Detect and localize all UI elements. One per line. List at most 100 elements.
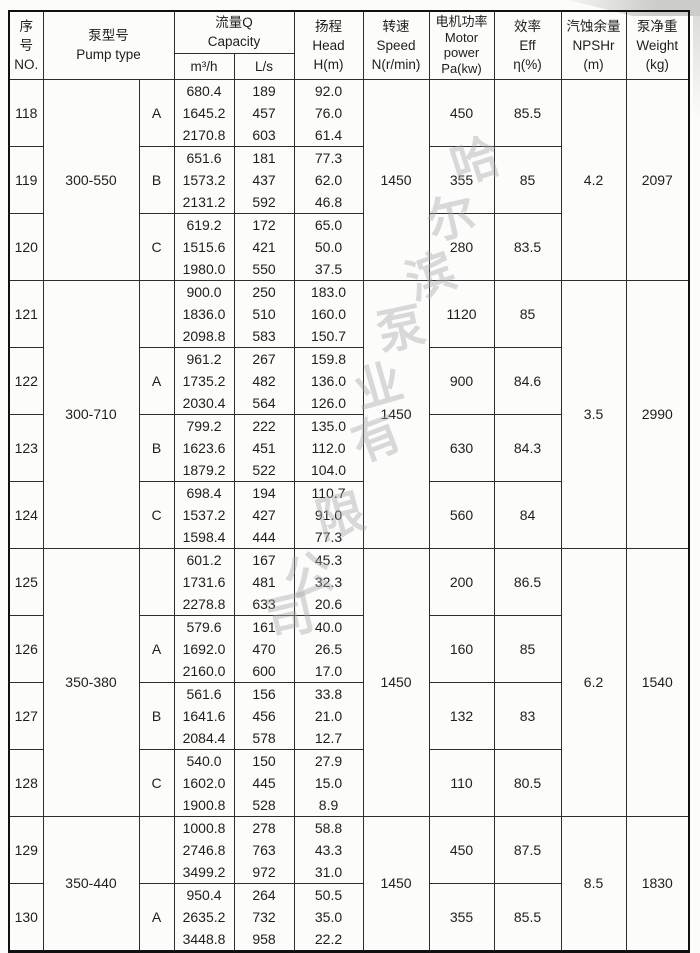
head-cell: 135.0	[293, 414, 364, 437]
capacity-ls-cell: 603	[233, 123, 295, 147]
capacity-m3h-cell: 961.2	[173, 347, 235, 370]
header-line: 序	[19, 18, 34, 34]
header-line: NO.	[14, 56, 39, 72]
table-row: 124 C 698.4 194 110.7 560 84	[8, 480, 689, 549]
impeller-letter-cell: C	[138, 212, 175, 281]
eff-cell: 85	[493, 279, 562, 348]
head-cell: 17.0	[293, 659, 364, 683]
capacity-ls-cell: 161	[233, 615, 295, 638]
speed-cell: 1450	[362, 78, 430, 281]
capacity-ls-cell: 167	[233, 548, 295, 571]
capacity-ls-cell: 278	[233, 816, 295, 839]
capacity-m3h-cell: 680.4	[173, 79, 235, 102]
power-cell: 900	[428, 346, 495, 415]
power-cell: 200	[428, 547, 495, 616]
impeller-letter-cell: A	[138, 882, 175, 952]
table-row: 1645.2 457 76.0	[9, 101, 689, 124]
header-line: Eff	[519, 37, 536, 53]
capacity-ls-cell: 633	[233, 592, 295, 616]
table-row: 1735.2 482 136.0	[9, 369, 689, 392]
capacity-m3h-cell: 1602.0	[173, 771, 235, 794]
power-cell: 280	[428, 212, 495, 281]
npshr-cell: 6.2	[560, 547, 627, 817]
capacity-m3h-cell: 1623.6	[173, 436, 235, 459]
head-cell: 58.8	[293, 816, 364, 839]
header-line: Pa(kw)	[441, 60, 482, 76]
table-row: 2131.2 592 46.8	[9, 190, 689, 214]
eff-cell: 87.5	[493, 815, 562, 884]
table-row: 128 C 540.0 150 27.9 110 80.5	[8, 748, 689, 817]
capacity-ls-cell: 732	[233, 905, 295, 928]
no-cell: 129	[8, 815, 44, 884]
header-eff: 效率 Eff η(%)	[493, 10, 562, 80]
table-row: 1980.0 550 37.5	[9, 257, 689, 281]
header-head: 扬程 Head H(m)	[293, 10, 364, 80]
header-unit-m3h: m³/h	[173, 52, 235, 80]
header-line: (kg)	[645, 56, 669, 72]
eff-cell: 84.3	[493, 413, 562, 482]
table-row: 3499.2 972 31.0	[9, 860, 689, 884]
impeller-letter-cell: B	[138, 145, 175, 214]
capacity-ls-cell: 600	[233, 659, 295, 683]
pump-spec-table: 序 号 NO. 泵型号 Pump type 流量Q Capacity 扬程 He…	[8, 10, 691, 953]
capacity-m3h-cell: 601.2	[173, 548, 235, 571]
head-cell: 40.0	[293, 615, 364, 638]
table-row: 1641.6 456 21.0	[9, 704, 689, 727]
impeller-letter-cell: B	[138, 413, 175, 482]
capacity-ls-cell: 267	[233, 347, 295, 370]
header-line: 效率	[514, 18, 542, 34]
table-row: 120 C 619.2 172 65.0 280 83.5	[8, 212, 689, 281]
capacity-m3h-cell: 2160.0	[173, 659, 235, 683]
capacity-ls-cell: 470	[233, 637, 295, 660]
eff-cell: 85	[493, 614, 562, 683]
capacity-m3h-cell: 2635.2	[173, 905, 235, 928]
table-row: 1731.6 481 32.3	[9, 570, 689, 593]
header-line: Speed	[376, 37, 416, 53]
table-row: 1602.0 445 15.0	[9, 771, 689, 794]
pump-type-cell: 300-710	[42, 279, 140, 549]
capacity-ls-cell: 194	[233, 481, 295, 504]
head-cell: 183.0	[293, 280, 364, 303]
head-cell: 110.7	[293, 481, 364, 504]
capacity-m3h-cell: 2098.8	[173, 324, 235, 348]
head-cell: 136.0	[293, 369, 364, 392]
head-cell: 65.0	[293, 213, 364, 236]
capacity-m3h-cell: 2084.4	[173, 726, 235, 750]
capacity-ls-cell: 181	[233, 146, 295, 169]
head-cell: 159.8	[293, 347, 364, 370]
table-row: 129 350-440 1000.8 278 58.8 1450 450 87.5 8.5 183…	[8, 815, 690, 952]
header-no: 序 号 NO.	[8, 10, 44, 80]
capacity-m3h-cell: 1598.4	[173, 525, 235, 549]
head-cell: 12.7	[293, 726, 364, 750]
capacity-ls-cell: 522	[233, 458, 295, 482]
header-line: 汽蚀余量	[566, 18, 621, 34]
weight-cell: 1540	[625, 547, 690, 817]
eff-cell: 85	[493, 145, 562, 214]
header-line: 转速	[382, 18, 410, 34]
header-pump-type: 泵型号 Pump type	[42, 10, 175, 80]
head-cell: 77.3	[293, 146, 364, 169]
power-cell: 560	[428, 480, 495, 549]
table-row: 2278.8 633 20.6	[9, 592, 689, 616]
npshr-cell: 8.5	[560, 815, 627, 952]
capacity-ls-cell: 763	[233, 838, 295, 861]
capacity-ls-cell: 481	[233, 570, 295, 593]
capacity-m3h-cell: 799.2	[173, 414, 235, 437]
header-weight: 泵净重 Weight (kg)	[625, 10, 690, 80]
impeller-letter-cell: A	[138, 346, 175, 415]
capacity-ls-cell: 482	[233, 369, 295, 392]
header-line: Head	[312, 37, 345, 53]
capacity-ls-cell: 972	[233, 860, 295, 884]
table-body: 118 300-550 A 680.4 189 92.0 1450 450 85.5 4.2 209…	[8, 78, 690, 952]
capacity-m3h-cell: 1692.0	[173, 637, 235, 660]
capacity-m3h-cell: 1537.2	[173, 503, 235, 526]
no-cell: 119	[8, 145, 44, 214]
npshr-cell: 4.2	[560, 78, 627, 281]
capacity-m3h-cell: 900.0	[173, 280, 235, 303]
capacity-m3h-cell: 2131.2	[173, 190, 235, 214]
capacity-ls-cell: 510	[233, 302, 295, 325]
head-cell: 104.0	[293, 458, 364, 482]
header-line: Weight	[636, 37, 679, 53]
head-cell: 62.0	[293, 168, 364, 191]
no-cell: 121	[8, 279, 44, 348]
